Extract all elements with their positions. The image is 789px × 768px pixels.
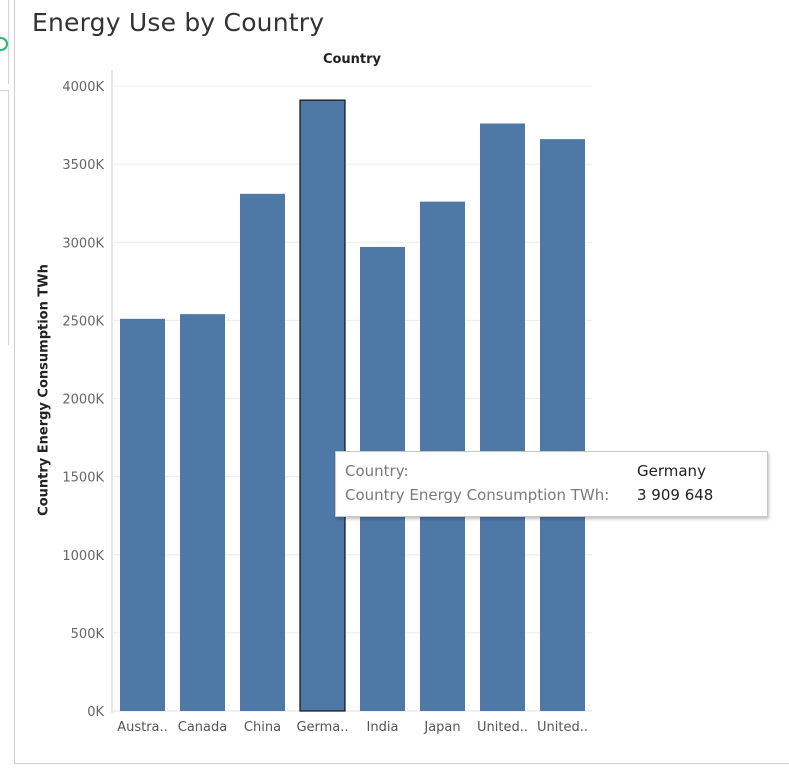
y-tick-label: 3500K	[62, 158, 104, 173]
x-tick-label: India	[367, 720, 399, 735]
x-tick-label: United..	[477, 720, 528, 735]
bar[interactable]	[480, 123, 525, 712]
x-tick-label: United..	[537, 720, 588, 735]
tooltip-label: Country Energy Consumption TWh:	[345, 486, 610, 504]
y-tick-label: 2000K	[62, 393, 104, 408]
tooltip-value: Germany	[637, 462, 706, 480]
chart-frame	[14, 0, 789, 764]
tooltip-row-consumption: Country Energy Consumption TWh: 3 909 64…	[345, 486, 713, 504]
x-tick-label: Japan	[423, 720, 460, 735]
left-panel-edge-lower	[0, 90, 9, 345]
x-tick-label: Austra..	[117, 720, 168, 735]
status-dot-icon	[0, 37, 8, 51]
tooltip-value: 3 909 648	[637, 486, 714, 504]
tooltip: Country: Germany Country Energy Consumpt…	[335, 451, 768, 517]
y-tick-label: 1000K	[62, 549, 104, 564]
tooltip-label: Country:	[345, 462, 409, 480]
bar[interactable]	[240, 193, 285, 711]
x-tick-label: China	[244, 720, 281, 735]
column-header: Country	[322, 52, 382, 67]
x-tick-label: Canada	[178, 720, 227, 735]
y-tick-label: 3000K	[62, 236, 104, 251]
bar[interactable]	[540, 139, 585, 711]
y-tick-label: 4000K	[62, 80, 104, 95]
tooltip-row-country: Country: Germany	[345, 462, 706, 480]
chart-title: Energy Use by Country	[32, 8, 325, 37]
x-tick-label: Germa..	[296, 720, 348, 735]
y-tick-label: 2500K	[62, 314, 104, 329]
y-tick-label: 500K	[71, 627, 105, 642]
y-tick-label: 1500K	[62, 471, 104, 486]
bar[interactable]	[299, 99, 346, 712]
bar[interactable]	[180, 314, 225, 711]
bar[interactable]	[120, 318, 165, 711]
y-tick-label: 0K	[87, 705, 104, 720]
